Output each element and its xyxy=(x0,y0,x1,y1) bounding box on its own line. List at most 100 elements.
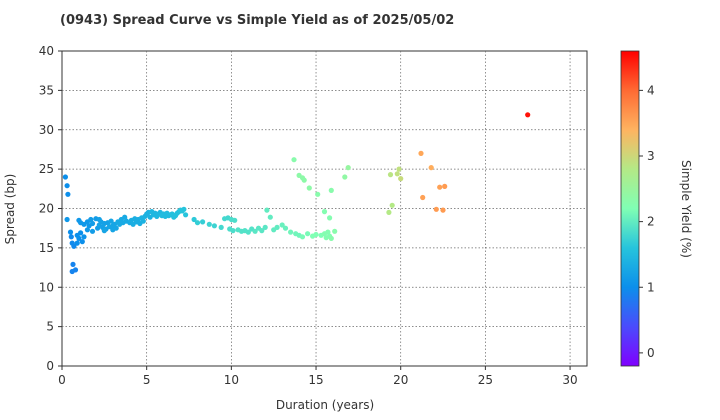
y-tick-label: 35 xyxy=(39,83,54,97)
data-point xyxy=(84,227,90,233)
colorbar-tick-label: 4 xyxy=(647,83,655,97)
x-tick-label: 0 xyxy=(58,373,66,387)
data-point xyxy=(437,184,443,190)
x-tick-label: 15 xyxy=(308,373,323,387)
data-point xyxy=(194,220,201,226)
y-tick-label: 10 xyxy=(39,280,54,294)
data-point xyxy=(206,221,212,227)
data-point xyxy=(328,235,334,241)
data-point xyxy=(96,216,102,223)
data-point xyxy=(74,232,80,238)
data-point xyxy=(332,228,338,234)
data-point xyxy=(327,215,333,221)
data-point xyxy=(345,165,351,171)
data-point xyxy=(89,228,96,234)
data-point xyxy=(420,194,426,201)
data-point xyxy=(67,229,74,235)
data-point xyxy=(211,223,217,229)
data-point xyxy=(259,228,265,234)
y-tick-label: 40 xyxy=(39,44,54,58)
y-tick-label: 15 xyxy=(39,241,54,255)
data-point xyxy=(301,177,307,183)
data-point xyxy=(313,231,319,238)
data-point xyxy=(71,243,77,249)
x-axis-label: Duration (years) xyxy=(276,398,374,412)
data-point xyxy=(282,225,289,231)
data-point xyxy=(387,172,394,178)
data-point xyxy=(274,224,280,230)
data-point xyxy=(88,216,94,223)
x-axis-ticks: 0 5 10 15 20 25 30 xyxy=(58,366,578,387)
data-point xyxy=(70,261,76,267)
data-point xyxy=(191,216,197,223)
data-points xyxy=(62,112,531,275)
colorbar-tick-label: 1 xyxy=(647,280,655,294)
y-tick-label: 20 xyxy=(39,202,54,216)
data-point xyxy=(183,212,189,218)
x-tick-label: 20 xyxy=(393,373,408,387)
plot-area xyxy=(61,50,588,367)
data-point xyxy=(181,206,187,212)
data-point xyxy=(288,229,294,235)
data-point xyxy=(398,176,404,182)
colorbar-ticks: 0 1 2 3 4 xyxy=(639,83,655,360)
y-axis-label: Spread (bp) xyxy=(3,174,17,245)
data-point xyxy=(428,165,434,171)
data-point xyxy=(200,219,206,225)
colorbar-label: Simple Yield (%) xyxy=(679,160,693,258)
data-point xyxy=(62,174,68,180)
data-point xyxy=(69,268,75,275)
colorbar-tick-label: 3 xyxy=(647,149,655,163)
y-tick-label: 25 xyxy=(39,162,54,176)
data-point xyxy=(245,229,251,235)
data-point xyxy=(525,112,531,118)
data-point xyxy=(328,187,334,193)
data-point xyxy=(68,234,74,240)
y-tick-label: 5 xyxy=(46,320,54,334)
data-point xyxy=(389,202,395,208)
y-axis-ticks: 0 5 10 15 20 25 30 35 40 xyxy=(39,44,62,373)
chart-title: (0943) Spread Curve vs Simple Yield as o… xyxy=(60,13,454,28)
data-point xyxy=(299,234,306,240)
data-point xyxy=(396,166,402,172)
data-point xyxy=(64,216,70,223)
data-point xyxy=(433,206,439,212)
data-point xyxy=(279,222,285,228)
data-point xyxy=(230,228,236,234)
x-tick-label: 10 xyxy=(224,373,239,387)
data-point xyxy=(342,174,348,180)
data-point xyxy=(442,183,448,189)
data-point xyxy=(418,150,424,156)
data-point xyxy=(218,224,224,230)
data-point xyxy=(262,224,268,230)
data-point xyxy=(305,231,311,237)
data-point xyxy=(267,214,273,220)
data-point xyxy=(386,209,392,215)
data-point xyxy=(291,157,297,163)
data-point xyxy=(64,183,70,189)
data-point xyxy=(74,240,80,246)
data-point xyxy=(394,171,400,177)
grid-lines xyxy=(62,51,587,366)
data-point xyxy=(89,220,96,227)
data-point xyxy=(108,218,114,224)
data-point xyxy=(140,218,146,224)
data-point xyxy=(232,217,238,223)
y-tick-label: 30 xyxy=(39,123,54,137)
data-point xyxy=(252,228,258,234)
data-point xyxy=(315,191,321,197)
colorbar-tick-label: 2 xyxy=(647,215,655,229)
data-point xyxy=(440,207,446,213)
colorbar: 0 1 2 3 4 Simple Yield (%) xyxy=(620,50,693,367)
data-point xyxy=(306,185,312,191)
colorbar-gradient xyxy=(620,50,640,367)
x-tick-label: 25 xyxy=(478,373,493,387)
x-tick-label: 30 xyxy=(562,373,577,387)
x-tick-label: 5 xyxy=(143,373,151,387)
colorbar-tick-label: 0 xyxy=(647,346,655,360)
data-point xyxy=(122,214,128,220)
data-point xyxy=(81,234,87,240)
data-point xyxy=(321,209,328,215)
data-point xyxy=(110,227,116,233)
